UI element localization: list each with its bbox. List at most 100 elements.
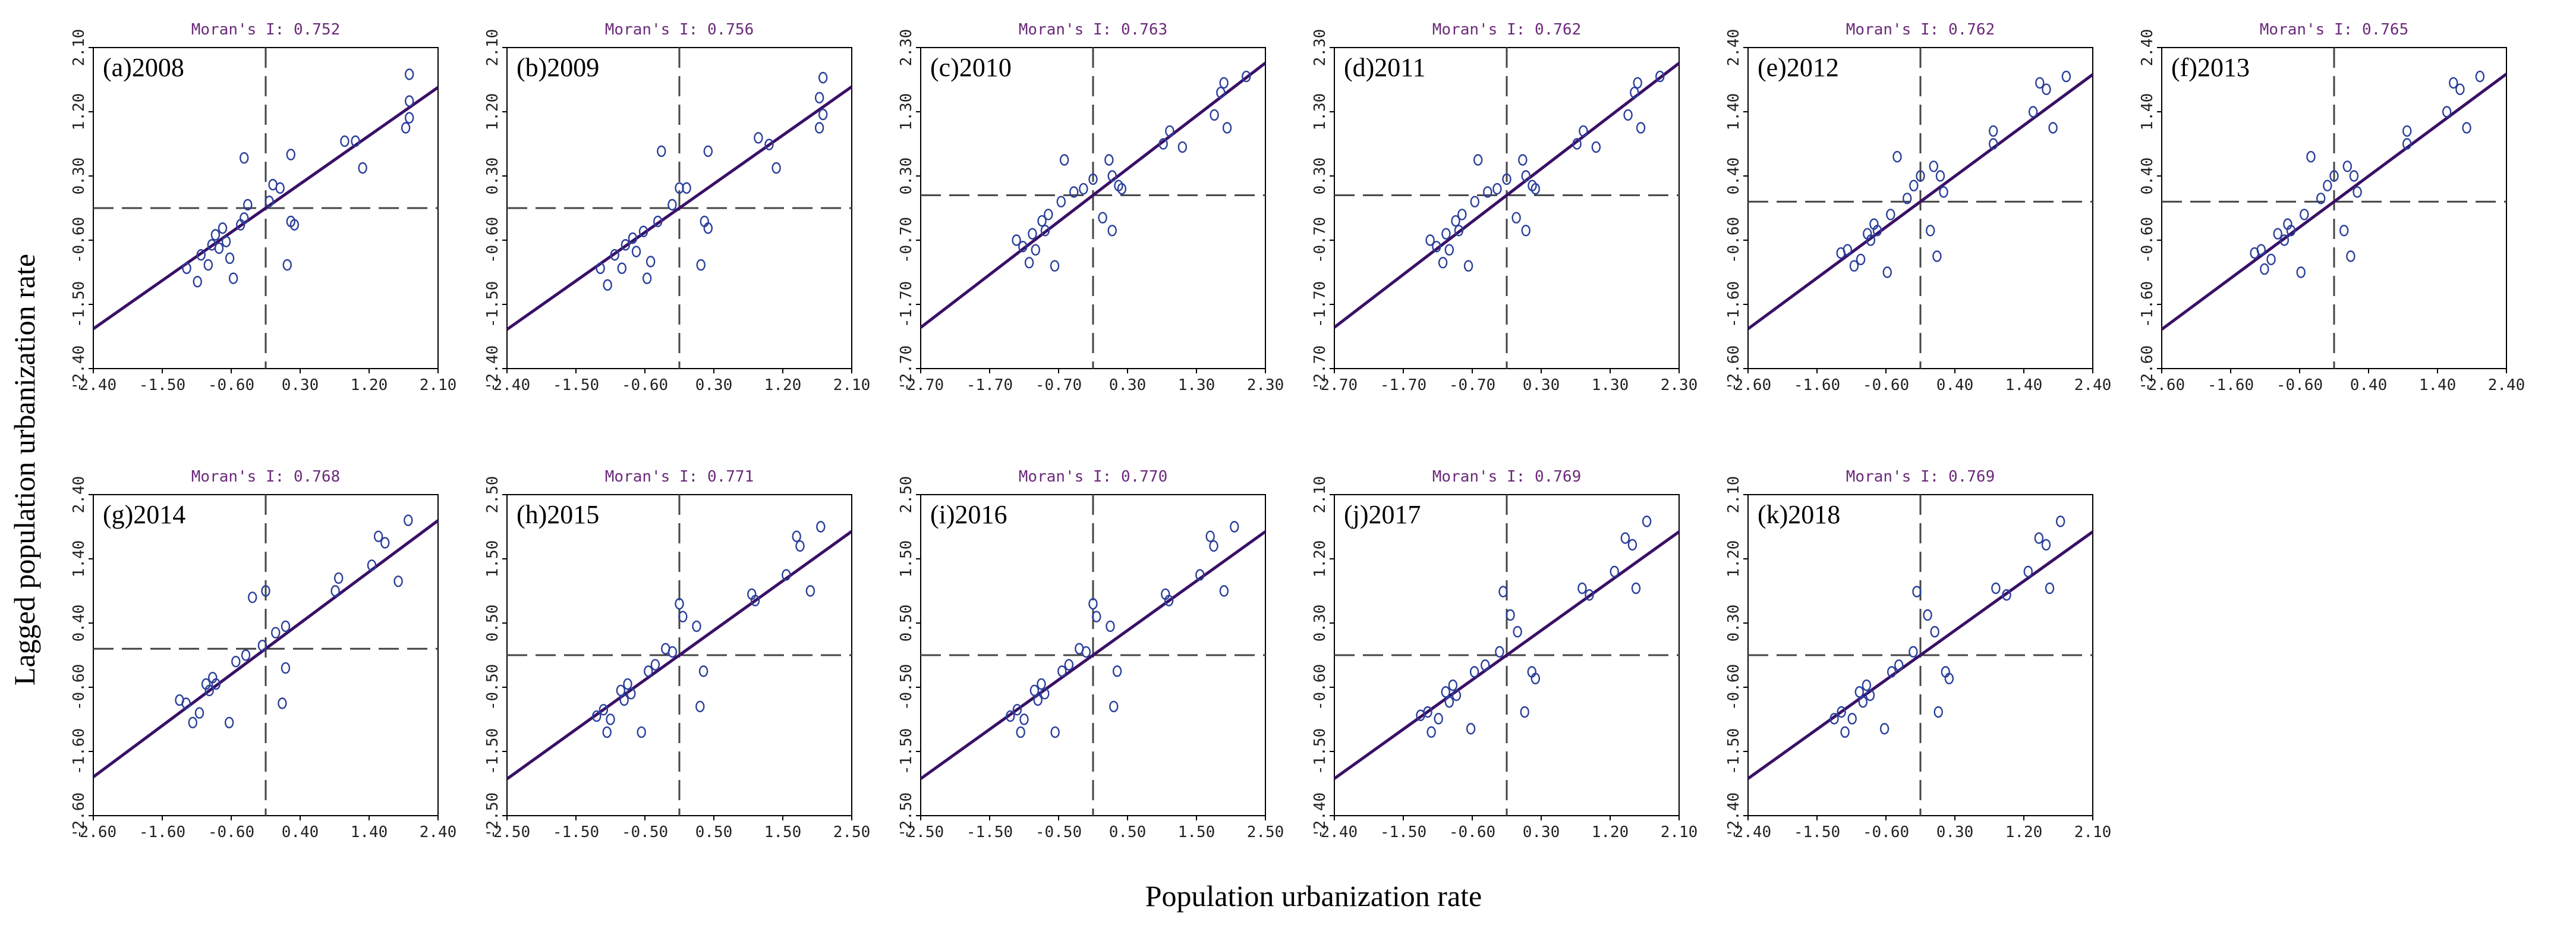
y-tick-label: 2.50 <box>897 476 915 514</box>
data-point <box>330 585 340 597</box>
data-point <box>404 68 414 80</box>
regression-line <box>93 86 438 331</box>
data-point <box>617 262 627 274</box>
data-point <box>1511 212 1521 224</box>
x-tick-label: 1.50 <box>1178 823 1215 841</box>
data-point <box>1454 225 1464 237</box>
panel-title: (e)2012 <box>1758 53 1839 82</box>
y-tick-label: 2.30 <box>897 29 915 67</box>
x-tick-label: 0.40 <box>2350 376 2388 394</box>
data-point <box>404 95 414 107</box>
data-point <box>1887 666 1897 678</box>
data-point <box>1104 154 1114 166</box>
data-point <box>194 707 204 719</box>
x-tick-label: -2.40 <box>1725 823 1771 841</box>
data-point <box>667 646 678 658</box>
data-point <box>1988 125 1998 137</box>
data-point <box>271 627 281 639</box>
data-point <box>1991 582 2001 595</box>
data-point <box>771 162 781 174</box>
scatter-panel: Moran's I: 0.770 (i)2016 -2.50 -1.50 -0.50 0.… <box>897 468 1284 841</box>
data-point <box>2266 253 2276 266</box>
y-tick-label: 2.50 <box>484 476 502 514</box>
data-point <box>264 196 274 207</box>
x-tick-label: -1.60 <box>2207 376 2254 394</box>
data-point <box>1438 257 1448 269</box>
y-tick-label: -1.50 <box>897 728 915 775</box>
data-point <box>1909 180 1919 191</box>
data-point <box>1165 125 1174 137</box>
data-point <box>278 697 287 709</box>
x-tick-label: -0.60 <box>1863 823 1909 841</box>
data-point <box>703 145 713 158</box>
data-point <box>2449 77 2458 89</box>
x-tick-label: -0.60 <box>1449 823 1495 841</box>
x-tick-label: 0.30 <box>282 376 319 394</box>
y-tick-label: -2.40 <box>484 345 502 392</box>
y-tick-label: -0.70 <box>1311 217 1329 263</box>
y-tick-label: 1.20 <box>484 93 502 131</box>
x-tick-label: -1.60 <box>139 823 185 841</box>
data-point <box>2442 106 2452 118</box>
data-point <box>1037 215 1047 227</box>
data-point <box>816 521 826 533</box>
data-point <box>795 540 805 552</box>
data-point <box>1866 234 1876 246</box>
data-point <box>1469 666 1479 678</box>
data-point <box>286 149 295 161</box>
data-point <box>181 697 191 709</box>
x-tick-label: 1.30 <box>1592 376 1629 394</box>
data-point <box>1112 665 1122 677</box>
data-point <box>2042 83 2051 95</box>
data-point <box>1088 173 1098 185</box>
panel-title: (a)2008 <box>103 53 184 82</box>
panel-title: (k)2018 <box>1758 500 1840 529</box>
data-point <box>1630 86 1639 99</box>
morans-i-label: Moran's I: 0.752 <box>191 21 340 39</box>
y-tick-label: 0.50 <box>484 605 502 642</box>
data-point <box>1591 141 1601 153</box>
data-point <box>1230 521 1239 533</box>
y-tick-label: 1.40 <box>70 540 88 578</box>
data-point <box>1498 586 1508 597</box>
x-tick-label: 2.10 <box>833 376 871 394</box>
data-point <box>1520 706 1529 718</box>
data-point <box>240 152 249 164</box>
data-point <box>603 279 612 291</box>
morans-i-label: Moran's I: 0.762 <box>1432 21 1581 39</box>
data-point <box>1024 257 1034 269</box>
y-tick-label: -2.40 <box>1725 792 1743 839</box>
data-point <box>2273 228 2282 240</box>
data-point <box>650 659 660 671</box>
y-tick-label: 1.20 <box>70 93 88 131</box>
y-tick-label: -0.50 <box>897 664 915 710</box>
data-point <box>1434 713 1443 725</box>
y-tick-label: -0.50 <box>484 664 502 710</box>
scatter-panel: Moran's I: 0.769 (k)2018 -2.40 -1.50 -0.60 0.… <box>1725 468 2111 841</box>
data-point <box>1044 209 1053 221</box>
x-tick-label: -2.40 <box>1311 823 1358 841</box>
regression-line <box>507 530 852 781</box>
data-point <box>204 684 214 697</box>
x-tick-label: -2.40 <box>484 376 530 394</box>
data-point <box>261 585 270 597</box>
data-point <box>1840 726 1850 738</box>
data-point <box>182 262 191 274</box>
data-point <box>610 249 619 261</box>
data-point <box>1219 585 1229 597</box>
data-point <box>645 256 656 268</box>
y-tick-label: -2.60 <box>70 792 88 839</box>
data-point <box>792 530 801 542</box>
data-point <box>623 678 632 690</box>
data-point <box>695 700 705 713</box>
x-tick-label: 2.40 <box>2488 376 2525 394</box>
data-point <box>1988 138 1998 150</box>
data-point <box>1858 696 1868 708</box>
data-point <box>243 199 253 211</box>
data-point <box>2048 122 2058 134</box>
data-point <box>2035 77 2045 89</box>
data-point <box>675 597 684 610</box>
y-tick-label: 1.40 <box>2139 93 2156 131</box>
data-point <box>282 259 292 271</box>
data-point <box>1909 646 1918 658</box>
